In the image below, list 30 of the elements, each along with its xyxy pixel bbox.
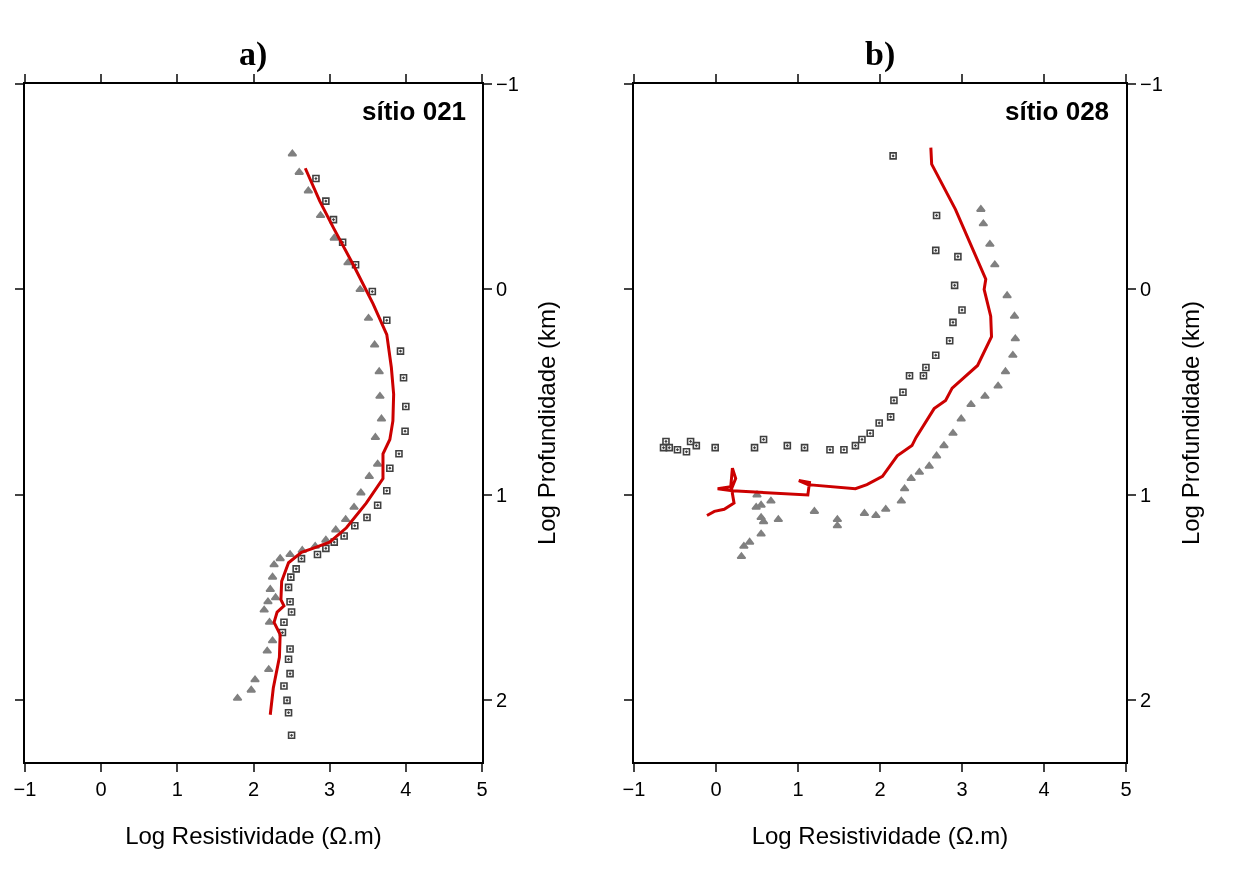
y-tick-label: 1 <box>1140 483 1152 506</box>
y-tick-label: 2 <box>496 689 508 712</box>
x-tick-label: 0 <box>95 778 107 800</box>
chart-title: b) <box>865 35 896 73</box>
x-tick-label: 5 <box>1120 778 1132 800</box>
x-tick-label: 1 <box>792 778 804 800</box>
y-axis-title: Log Profundidade (km) <box>532 300 560 546</box>
chart-title: a) <box>239 35 268 73</box>
x-tick-label: 3 <box>324 778 336 800</box>
x-tick-label: 2 <box>247 778 260 800</box>
annotation: sítio 021 <box>362 96 467 126</box>
x-tick-label: 4 <box>1038 778 1050 800</box>
x-tick-label: 4 <box>400 778 412 800</box>
y-tick-label: 0 <box>496 278 508 301</box>
x-tick-label: 3 <box>956 778 968 800</box>
x-tick-label: 0 <box>710 778 722 800</box>
y-tick-label: 1 <box>496 483 508 506</box>
x-tick-label: 1 <box>171 778 183 800</box>
y-tick-label: 0 <box>1140 278 1152 301</box>
y-tick-label: 2 <box>1140 689 1152 712</box>
x-axis-title: Log Resistividade (Ω.m) <box>751 821 1009 849</box>
y-tick-label: −1 <box>496 73 519 95</box>
x-axis-title: Log Resistividade (Ω.m) <box>125 821 382 849</box>
y-axis-title: Log Profundidade (km) <box>1176 300 1204 546</box>
x-tick-label: −1 <box>13 778 37 800</box>
x-tick-label: −1 <box>622 778 646 800</box>
y-tick-label: −1 <box>1140 73 1163 95</box>
x-tick-label: 5 <box>476 778 488 800</box>
x-tick-label: 2 <box>874 778 886 800</box>
annotation: sítio 028 <box>1005 96 1110 126</box>
